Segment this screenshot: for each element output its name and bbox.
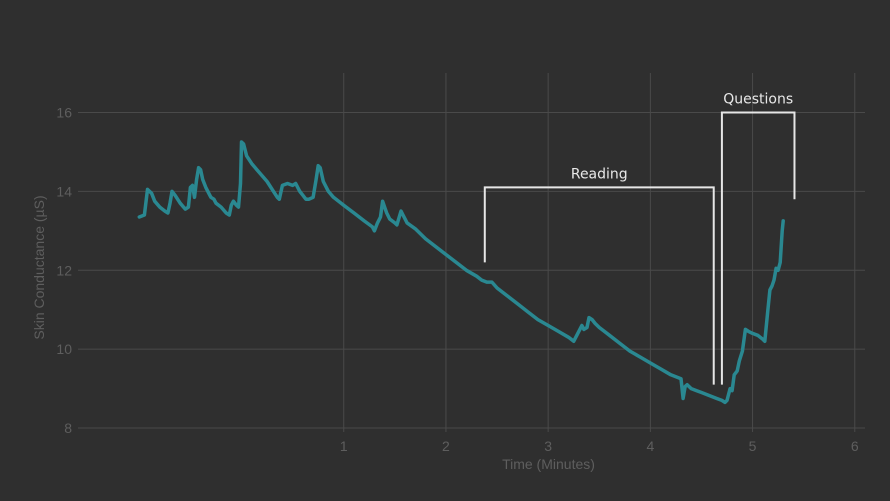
y-tick-label: 16: [56, 104, 72, 120]
x-tick-label: 3: [544, 438, 552, 454]
y-axis-ticks: 8 10 12 14 16: [56, 104, 72, 436]
y-tick-label: 12: [56, 262, 72, 278]
annotation-bracket: [483, 186, 715, 385]
x-tick-label: 4: [646, 438, 654, 454]
annotation-bracket: [720, 111, 796, 385]
series-line: [137, 140, 785, 405]
y-tick-label: 8: [64, 420, 72, 436]
y-tick-label: 10: [56, 341, 72, 357]
y-axis-title: Skin Conductance (µS): [31, 195, 47, 339]
annotations-layer: Reading Questions: [483, 91, 796, 385]
annotation-label: Reading: [571, 166, 628, 182]
x-tick-label: 2: [442, 438, 450, 454]
series-layer: [137, 140, 785, 405]
x-tick-label: 5: [749, 438, 757, 454]
annotation-label: Questions: [723, 91, 793, 107]
x-axis-ticks: 1 2 3 4 5 6: [340, 438, 859, 454]
y-tick-label: 14: [56, 183, 72, 199]
grid-layer: [78, 73, 865, 432]
x-tick-label: 6: [851, 438, 859, 454]
x-axis-title: Time (Minutes): [502, 456, 595, 472]
x-tick-label: 1: [340, 438, 348, 454]
